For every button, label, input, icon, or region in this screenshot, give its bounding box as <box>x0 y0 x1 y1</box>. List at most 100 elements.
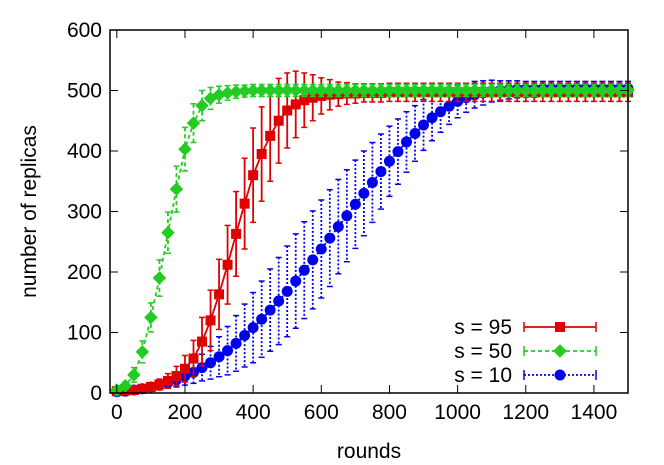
data-point <box>248 170 259 181</box>
data-point <box>307 92 318 103</box>
legend-marker <box>553 344 567 358</box>
data-point <box>391 83 405 98</box>
series-layer <box>110 70 635 398</box>
y-tick-label: 600 <box>67 19 102 42</box>
data-point <box>467 83 482 98</box>
data-point <box>493 83 507 98</box>
data-point <box>408 83 422 98</box>
data-point <box>256 149 267 160</box>
data-point <box>358 187 370 199</box>
data-point <box>357 83 371 98</box>
data-point <box>476 83 490 98</box>
data-point <box>298 264 310 276</box>
y-tick-label: 200 <box>67 261 102 284</box>
data-point <box>604 83 618 98</box>
data-point <box>273 115 284 126</box>
y-tick-label: 100 <box>67 322 102 345</box>
data-point <box>246 83 260 98</box>
legend-entry-1: s = 50 <box>454 340 597 363</box>
data-point <box>435 106 447 118</box>
data-point <box>324 232 336 244</box>
data-point <box>442 83 456 98</box>
legend: s = 95s = 50s = 10 <box>454 316 597 387</box>
data-point <box>118 378 133 393</box>
data-point <box>128 384 139 395</box>
data-point <box>297 83 311 98</box>
data-point <box>282 105 293 116</box>
x-tick-label: 600 <box>304 401 339 424</box>
data-point <box>306 83 320 98</box>
data-point <box>264 304 276 316</box>
data-point <box>186 116 201 130</box>
y-tick-label: 300 <box>67 201 102 224</box>
data-point <box>553 83 567 98</box>
ticks-layer: 0 200 400 600 800 1000 1200 1400 0 100 200 300 400 50… <box>67 19 628 424</box>
x-tick-label: 0 <box>111 401 123 424</box>
data-point <box>161 225 175 240</box>
data-point <box>510 83 524 98</box>
y-tick-label: 0 <box>90 382 102 405</box>
data-point <box>152 271 167 285</box>
x-tick-label: 800 <box>372 401 407 424</box>
x-tick-label: 1400 <box>571 401 618 424</box>
data-point <box>188 353 199 364</box>
data-point <box>179 363 190 374</box>
data-point <box>137 383 148 394</box>
y-tick-label: 500 <box>67 80 102 103</box>
data-point <box>450 83 465 98</box>
data-point <box>374 83 388 98</box>
x-tick-label: 200 <box>167 401 202 424</box>
data-point <box>366 176 378 188</box>
x-tick-label: 400 <box>236 401 271 424</box>
data-point <box>144 310 158 325</box>
data-point <box>196 362 208 374</box>
data-point <box>288 83 303 98</box>
data-point <box>237 84 252 98</box>
data-point <box>416 83 431 98</box>
data-point <box>587 83 601 98</box>
data-point <box>595 83 610 98</box>
data-point <box>501 83 516 98</box>
data-point <box>433 83 448 98</box>
legend-label: s = 10 <box>454 364 512 387</box>
data-point <box>154 379 165 390</box>
data-point <box>213 351 225 363</box>
data-point <box>220 86 235 100</box>
data-point <box>561 83 576 98</box>
data-point <box>254 83 269 98</box>
data-point <box>307 254 319 266</box>
data-point <box>171 371 182 382</box>
x-tick-label: 1000 <box>434 401 481 424</box>
data-point <box>135 345 150 359</box>
data-point <box>195 98 209 113</box>
data-point <box>162 375 173 386</box>
data-point <box>392 146 404 158</box>
data-point <box>383 155 395 167</box>
data-point <box>265 130 276 141</box>
data-point <box>222 259 233 270</box>
series-1 <box>110 83 635 397</box>
x-tick-label: 1200 <box>502 401 549 424</box>
data-point <box>331 83 346 98</box>
data-point <box>178 142 192 156</box>
legend-marker <box>554 369 566 381</box>
data-point <box>409 127 421 139</box>
data-point <box>484 83 499 98</box>
legend-label: s = 95 <box>454 316 512 339</box>
y-tick-label: 400 <box>67 140 102 163</box>
data-point <box>273 295 285 307</box>
data-point <box>247 322 259 334</box>
data-point <box>290 275 302 287</box>
data-point <box>314 83 329 98</box>
data-point <box>230 337 242 349</box>
data-point <box>399 83 414 98</box>
data-point <box>239 330 251 342</box>
data-point <box>348 83 363 98</box>
data-point <box>426 112 438 124</box>
data-point <box>340 83 354 98</box>
data-point <box>127 368 141 382</box>
x-axis-label: rounds <box>337 440 401 463</box>
legend-entry-2: s = 10 <box>454 364 597 387</box>
data-point <box>570 83 584 98</box>
data-point <box>169 182 184 196</box>
